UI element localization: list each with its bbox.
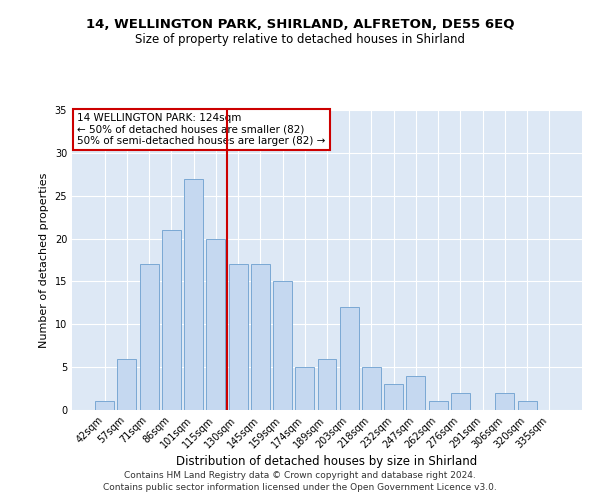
- Text: Size of property relative to detached houses in Shirland: Size of property relative to detached ho…: [135, 32, 465, 46]
- Y-axis label: Number of detached properties: Number of detached properties: [39, 172, 49, 348]
- Bar: [206, 238, 225, 410]
- Text: 14 WELLINGTON PARK: 124sqm
← 50% of detached houses are smaller (82)
50% of semi: 14 WELLINGTON PARK: 124sqm ← 50% of deta…: [77, 113, 325, 146]
- Bar: [384, 384, 403, 410]
- Bar: [451, 393, 470, 410]
- Bar: [184, 178, 203, 410]
- Bar: [118, 358, 136, 410]
- X-axis label: Distribution of detached houses by size in Shirland: Distribution of detached houses by size …: [176, 456, 478, 468]
- Bar: [340, 307, 359, 410]
- Bar: [273, 282, 292, 410]
- Bar: [95, 402, 114, 410]
- Text: Contains HM Land Registry data © Crown copyright and database right 2024.: Contains HM Land Registry data © Crown c…: [124, 471, 476, 480]
- Bar: [362, 367, 381, 410]
- Bar: [406, 376, 425, 410]
- Bar: [429, 402, 448, 410]
- Bar: [295, 367, 314, 410]
- Bar: [140, 264, 158, 410]
- Bar: [518, 402, 536, 410]
- Text: Contains public sector information licensed under the Open Government Licence v3: Contains public sector information licen…: [103, 484, 497, 492]
- Bar: [162, 230, 181, 410]
- Text: 14, WELLINGTON PARK, SHIRLAND, ALFRETON, DE55 6EQ: 14, WELLINGTON PARK, SHIRLAND, ALFRETON,…: [86, 18, 514, 30]
- Bar: [496, 393, 514, 410]
- Bar: [229, 264, 248, 410]
- Bar: [317, 358, 337, 410]
- Bar: [251, 264, 270, 410]
